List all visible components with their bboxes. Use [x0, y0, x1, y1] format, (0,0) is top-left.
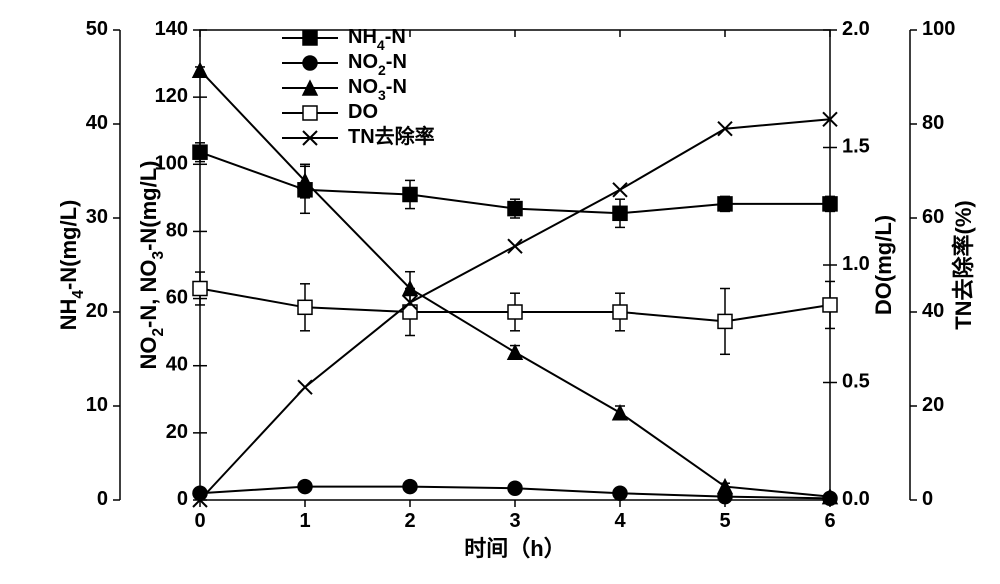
svg-text:60: 60 [166, 287, 188, 309]
svg-text:6: 6 [824, 510, 835, 532]
svg-text:1: 1 [299, 510, 310, 532]
svg-text:100: 100 [922, 18, 955, 40]
svg-text:4: 4 [614, 510, 626, 532]
svg-text:0.0: 0.0 [842, 488, 870, 510]
svg-text:1.0: 1.0 [842, 253, 870, 275]
svg-text:20: 20 [166, 421, 188, 443]
svg-text:NO2-N: NO2-N [348, 51, 407, 77]
svg-text:TN去除率: TN去除率 [348, 124, 435, 148]
chart-svg: 0123456时间（h）020406080100120140NO2-N, NO3… [0, 0, 1000, 584]
legend: NH4-NNO2-NNO3-NDOTN去除率 [282, 26, 435, 148]
series-NH₄-N [193, 143, 837, 228]
svg-text:3: 3 [509, 510, 520, 532]
svg-text:0: 0 [97, 488, 108, 510]
svg-text:80: 80 [166, 220, 188, 242]
svg-text:2.0: 2.0 [842, 18, 870, 40]
svg-text:40: 40 [166, 354, 188, 376]
svg-text:NO2-N, NO3-N(mg/L): NO2-N, NO3-N(mg/L) [136, 161, 167, 370]
series-NO₃-N [193, 63, 837, 503]
svg-text:DO: DO [348, 101, 378, 123]
svg-text:40: 40 [86, 112, 108, 134]
series-DO [193, 272, 837, 354]
svg-text:40: 40 [922, 300, 944, 322]
svg-text:0: 0 [177, 488, 188, 510]
svg-text:120: 120 [155, 85, 188, 107]
svg-text:30: 30 [86, 206, 108, 228]
svg-text:1.5: 1.5 [842, 136, 870, 158]
svg-text:20: 20 [922, 394, 944, 416]
svg-text:NO3-N: NO3-N [348, 76, 407, 102]
svg-text:140: 140 [155, 18, 188, 40]
svg-text:2: 2 [404, 510, 415, 532]
svg-text:5: 5 [719, 510, 730, 532]
svg-text:0: 0 [194, 510, 205, 532]
svg-text:80: 80 [922, 112, 944, 134]
svg-text:0: 0 [922, 488, 933, 510]
svg-text:NH4-N(mg/L): NH4-N(mg/L) [56, 200, 87, 331]
svg-text:时间（h）: 时间（h） [464, 536, 565, 561]
svg-text:60: 60 [922, 206, 944, 228]
svg-text:50: 50 [86, 18, 108, 40]
svg-text:20: 20 [86, 300, 108, 322]
chart-container: 0123456时间（h）020406080100120140NO2-N, NO3… [0, 0, 1000, 584]
svg-text:TN去除率(%): TN去除率(%) [951, 200, 976, 330]
svg-text:DO(mg/L): DO(mg/L) [871, 215, 896, 315]
svg-text:10: 10 [86, 394, 108, 416]
svg-text:0.5: 0.5 [842, 371, 870, 393]
